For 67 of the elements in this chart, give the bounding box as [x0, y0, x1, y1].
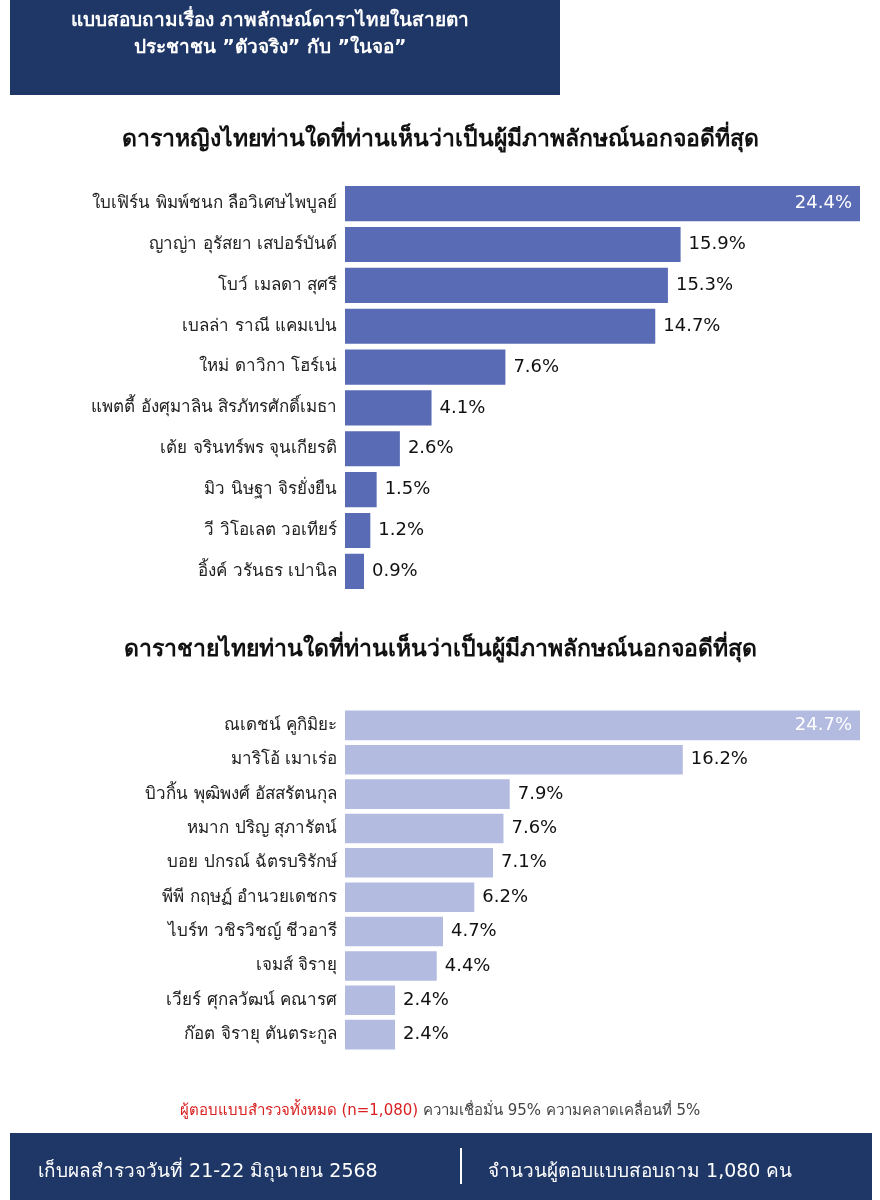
data-label: 24.4% [794, 191, 852, 213]
data-label: 24.7% [794, 713, 852, 735]
y-tick-label: มิว นิษฐา จิรยั่งยืน [204, 476, 337, 500]
y-tick-label: บิวกิ้น พุฒิพงศ์ อัสสรัตนกุล [145, 780, 337, 804]
bar [345, 186, 860, 222]
data-label: 16.2% [690, 747, 748, 769]
data-label: 15.3% [675, 273, 734, 295]
data-label: 1.5% [384, 477, 431, 499]
y-tick-label: เวียร์ ศุกลวัฒน์ คณารศ [166, 988, 337, 1010]
y-tick-label: เบลล่า ราณี แคมเปน [182, 314, 337, 335]
bar [345, 813, 504, 844]
bar [345, 985, 396, 1016]
y-tick-label: แพตตี้ อังศุมาลิน สิรภัทรศักดิ์เมธา [91, 394, 337, 418]
data-label: 4.7% [451, 919, 497, 941]
data-label: 7.6% [513, 354, 560, 376]
bar [345, 882, 475, 912]
y-tick-label: โบว์ เมลดา สุศรี [218, 273, 337, 295]
y-tick-label: บอย ปกรณ์ ฉัตรบริรักษ์ [167, 851, 338, 872]
chart-title: ดาราชายไทยท่านใดที่ท่านเห็นว่าเป็นผู้มีภาพลักษณ์นอกจอดีที่สุด [122, 630, 758, 665]
bar [345, 308, 656, 344]
y-tick-label: เต้ย จรินทร์พร จุนเกียรติ [160, 437, 337, 459]
y-tick-label: หมาก ปริญ สุภารัตน์ [187, 816, 337, 838]
bar [345, 744, 683, 775]
bar [345, 226, 681, 263]
y-tick-label: วี วิโอเลต วอเทียร์ [204, 518, 337, 539]
bar [345, 951, 437, 981]
y-tick-label: มาริโอ้ เมาเร่อ [230, 748, 337, 769]
data-label: 1.2% [378, 518, 425, 540]
text: ความเชื่อมั่น 95% ความคลาดเคลื่อนที่ 5% [422, 1101, 701, 1119]
text: จำนวนผู้ตอบแบบสอบถาม 1,080 คน [488, 1158, 793, 1184]
data-label: 4.4% [444, 953, 491, 975]
bar [345, 553, 364, 589]
data-label: 0.9% [372, 559, 418, 581]
y-tick-label: ใบเฟิร์น พิมพ์ชนก ลือวิเศษไพบูลย์ [92, 192, 337, 214]
data-label: 2.4% [403, 1022, 449, 1044]
y-tick-label: เจมส์ จิรายุ [255, 954, 337, 976]
y-tick-label: ใหม่ ดาวิกา โฮร์เน่ [199, 355, 337, 376]
text: ผู้ตอบแบบสำรวจทั้งหมด (n=1,080) [179, 1101, 419, 1119]
bar [345, 390, 432, 426]
data-label: 6.2% [482, 884, 529, 906]
bar [345, 512, 371, 549]
y-tick-label: ญาญ่า อุรัสยา เสปอร์บันด์ [149, 232, 337, 254]
data-label: 7.1% [501, 850, 547, 872]
data-label: 7.6% [511, 816, 558, 838]
y-tick-label: พีพี กฤษฏ์ อำนวยเดชกร [162, 885, 337, 906]
text: แบบสอบถามเรื่อง ภาพลักษณ์ดาราไทยในสายตาประชาชน ”ตัวจริง” กับ ”ในจอ” [69, 6, 471, 59]
data-label: 7.9% [517, 781, 564, 803]
y-tick-label: ไบร์ท วชิรวิชญ์ ชีวอารี [166, 919, 337, 940]
bar [345, 267, 668, 303]
y-tick-label: อิ้งค์ วรันธร เปานิล [198, 557, 337, 580]
bar [345, 431, 400, 467]
data-label: 14.7% [663, 313, 721, 335]
data-label: 2.6% [407, 436, 454, 458]
bar [345, 916, 443, 947]
y-tick-label: ก๊อต จิรายุ ตันตระกูล [184, 1023, 337, 1045]
chart-title: ดาราหญิงไทยท่านใดที่ท่านเห็นว่าเป็นผู้มีภาพลักษณ์นอกจอดีที่สุด [120, 120, 760, 155]
text: เก็บผลสำรวจวันที่ 21-22 มิถุนายน 2568 [38, 1156, 378, 1184]
data-label: 4.1% [439, 395, 486, 417]
bar [345, 779, 510, 809]
bar [345, 1019, 396, 1050]
bar [345, 848, 494, 878]
bar [345, 472, 377, 508]
y-tick-label: ณเดชน์ คูกิมิยะ [223, 713, 337, 735]
bar [345, 349, 506, 385]
bar [345, 710, 860, 741]
data-label: 2.4% [403, 987, 449, 1009]
data-label: 15.9% [688, 232, 746, 254]
